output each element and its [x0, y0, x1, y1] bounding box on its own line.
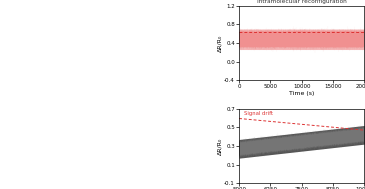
- Y-axis label: ΔR/R₀: ΔR/R₀: [218, 34, 223, 52]
- Title: Intramolecular reconfiguration: Intramolecular reconfiguration: [257, 0, 346, 4]
- Y-axis label: ΔR/R₀: ΔR/R₀: [218, 137, 223, 155]
- X-axis label: Time (s): Time (s): [289, 91, 314, 96]
- Text: Signal drift: Signal drift: [244, 111, 273, 116]
